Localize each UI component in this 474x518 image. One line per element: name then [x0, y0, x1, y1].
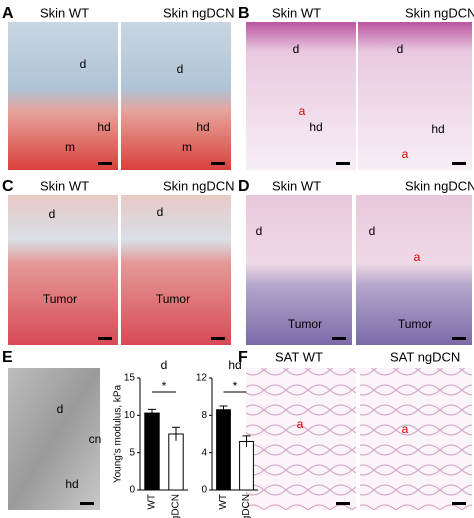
panel-letter: D	[238, 178, 250, 195]
panel-title: Skin WT	[40, 178, 89, 193]
image-label: cn	[89, 432, 102, 446]
significance-mark: *	[162, 379, 167, 393]
scale-bar	[332, 337, 346, 340]
panel-title: Skin ngDCN	[163, 5, 235, 20]
y-tick-label: 12	[196, 373, 208, 384]
panel-title: Skin ngDCN	[405, 178, 474, 193]
panel-letter: C	[2, 178, 14, 195]
x-tick-label: ngDCN	[241, 494, 252, 518]
image-label: m	[182, 140, 192, 154]
scale-bar	[98, 337, 112, 340]
image-label: a	[414, 250, 421, 264]
image-label: d	[397, 42, 404, 56]
micrograph	[121, 22, 231, 170]
y-axis-label: Young's modulus, kPa	[113, 384, 124, 483]
image-label: a	[402, 147, 409, 161]
x-tick-label: ngDCN	[171, 494, 182, 518]
scale-bar	[452, 502, 466, 505]
micrograph	[246, 195, 352, 345]
chart-title: hd	[228, 358, 241, 372]
scale-bar	[98, 162, 112, 165]
panel-title: SAT ngDCN	[390, 349, 460, 364]
image-label: d	[80, 57, 87, 71]
y-tick-label: 15	[124, 373, 136, 384]
scale-bar	[211, 162, 225, 165]
image-label: d	[256, 224, 263, 238]
micrograph	[8, 22, 118, 170]
image-label: a	[297, 417, 304, 431]
panel-title: Skin WT	[272, 178, 321, 193]
scale-bar	[452, 337, 466, 340]
panel-title: Skin ngDCN	[405, 5, 474, 20]
image-label: hd	[309, 120, 322, 134]
panel-letter: E	[2, 349, 13, 366]
image-label: Tumor	[288, 317, 322, 331]
image-label: hd	[97, 120, 110, 134]
image-label: a	[299, 104, 306, 118]
image-label: a	[402, 422, 409, 436]
micrograph	[246, 22, 356, 170]
scale-bar	[336, 502, 350, 505]
micrograph	[8, 195, 118, 345]
image-label: hd	[65, 477, 78, 491]
x-tick-label: WT	[147, 494, 158, 510]
y-tick-label: 5	[129, 447, 135, 458]
scale-bar	[80, 502, 94, 505]
scale-bar	[211, 337, 225, 340]
y-tick-label: 4	[201, 447, 207, 458]
y-tick-label: 0	[201, 485, 207, 496]
panel-letter: F	[238, 349, 248, 366]
micrograph	[121, 195, 231, 345]
scale-bar	[452, 162, 466, 165]
panel-title: Skin WT	[40, 5, 89, 20]
image-label: m	[65, 140, 75, 154]
bar	[168, 433, 184, 491]
chart-title: d	[161, 358, 168, 372]
image-label: Tumor	[43, 292, 77, 306]
micrograph	[358, 22, 472, 170]
bar	[144, 412, 160, 491]
image-label: d	[369, 224, 376, 238]
image-label: d	[57, 402, 64, 416]
scale-bar	[336, 162, 350, 165]
micrograph	[8, 368, 100, 510]
micrograph	[246, 368, 356, 510]
image-label: d	[157, 205, 164, 219]
panel-title: Skin WT	[272, 5, 321, 20]
image-label: hd	[196, 120, 209, 134]
image-label: d	[177, 62, 184, 76]
y-tick-label: 8	[201, 410, 207, 421]
panel-title: Skin ngDCN	[163, 178, 235, 193]
bar	[239, 440, 254, 491]
significance-mark: *	[233, 379, 238, 393]
panel-letter: A	[2, 5, 14, 22]
bar	[216, 409, 231, 491]
image-label: Tumor	[156, 292, 190, 306]
panel-letter: B	[238, 5, 250, 22]
panel-title: SAT WT	[275, 349, 323, 364]
image-label: d	[293, 42, 300, 56]
image-label: hd	[431, 122, 444, 136]
x-tick-label: WT	[218, 494, 229, 510]
micrograph	[360, 368, 472, 510]
micrograph	[356, 195, 472, 345]
y-tick-label: 0	[129, 485, 135, 496]
image-label: d	[49, 207, 56, 221]
image-label: Tumor	[398, 317, 432, 331]
y-tick-label: 10	[124, 410, 136, 421]
